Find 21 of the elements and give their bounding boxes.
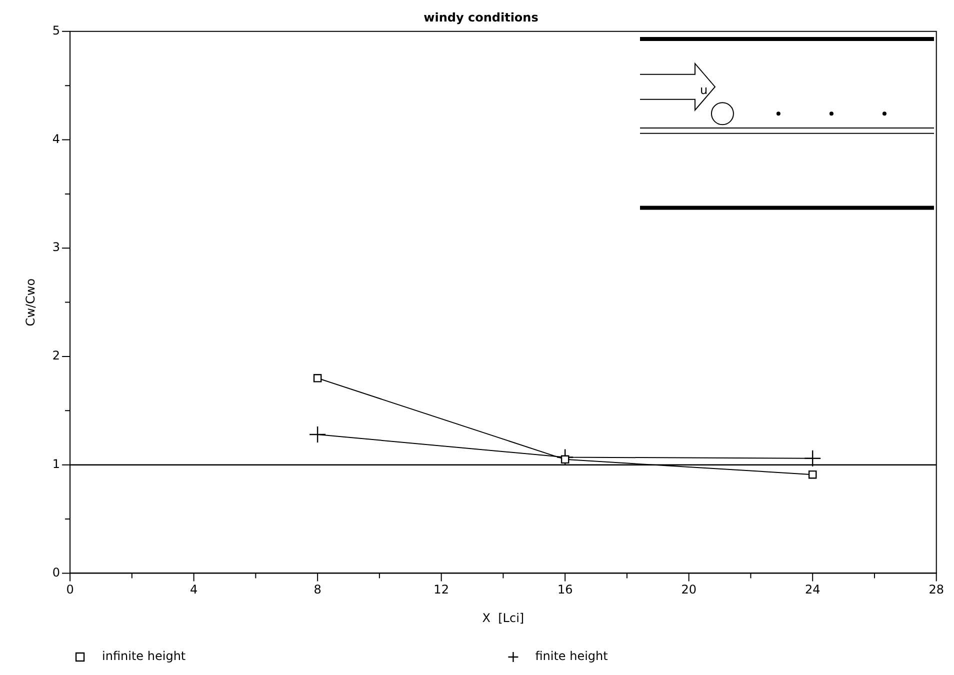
y-tick-label: 5 <box>52 24 60 38</box>
y-tick-label: 0 <box>52 565 60 580</box>
chart-title: windy conditions <box>424 10 538 24</box>
legend-label: finite height <box>535 649 608 664</box>
y-tick-label: 4 <box>52 132 60 146</box>
x-tick-label: 0 <box>66 582 74 597</box>
x-tick-label: 12 <box>434 582 449 597</box>
y-tick-label: 3 <box>52 240 60 254</box>
annotation: u <box>700 83 708 98</box>
x-tick-label: 24 <box>804 582 820 597</box>
y-tick-label: 2 <box>52 348 60 363</box>
y-tick-label: 1 <box>52 456 60 471</box>
x-tick-label: 28 <box>928 582 944 597</box>
legend-label: infinite height <box>102 649 186 664</box>
x-axis-title: X [Lci] <box>482 610 524 625</box>
x-tick-label: 20 <box>681 582 696 597</box>
flow-diagram: u <box>640 35 934 214</box>
x-tick-label: 4 <box>190 582 198 597</box>
y-axis-title: Cw/Cwo <box>23 278 38 326</box>
x-tick-label: 16 <box>557 582 573 597</box>
x-tick-label: 8 <box>314 582 322 597</box>
